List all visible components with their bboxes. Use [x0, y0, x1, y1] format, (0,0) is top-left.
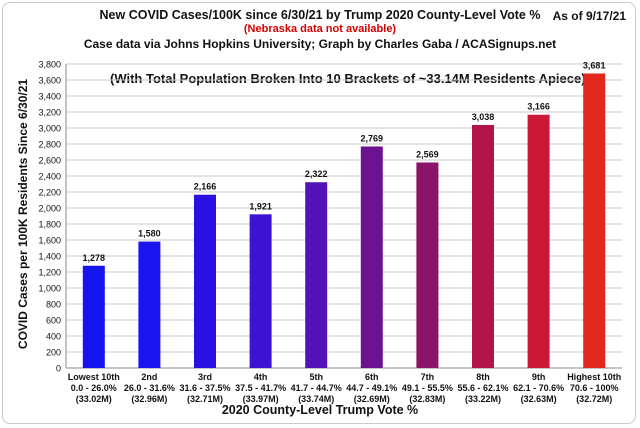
y-tick-label: 2,600 [38, 156, 61, 166]
bar [194, 194, 216, 368]
y-tick-label: 2,400 [38, 172, 61, 182]
chart-subtitle: (With Total Population Broken Into 10 Br… [110, 71, 586, 86]
bar [527, 114, 550, 368]
y-tick-label: 600 [46, 316, 61, 326]
y-tick-label: 1,600 [38, 236, 61, 246]
x-tick-population-label: (33.97M) [243, 394, 279, 404]
x-tick-label: 9th [532, 372, 546, 382]
y-tick-label: 3,400 [38, 92, 61, 102]
chart-title: New COVID Cases/100K since 6/30/21 by Tr… [99, 8, 541, 22]
x-tick-population-label: (32.96M) [131, 394, 167, 404]
x-tick-range-label: 49.1 - 55.5% [402, 383, 453, 393]
x-tick-population-label: (33.74M) [298, 394, 334, 404]
bar-value-label: 2,322 [305, 169, 328, 179]
x-tick-label: 5th [309, 372, 323, 382]
bar [583, 73, 606, 369]
y-tick-label: 2,800 [38, 140, 61, 150]
x-tick-range-label: 55.6 - 62.1% [457, 383, 508, 393]
chart-note: (Nebraska data not available) [243, 23, 397, 35]
x-tick-population-label: (32.63M) [521, 394, 557, 404]
x-axis-label: 2020 County-Level Trump Vote % [221, 403, 419, 417]
y-tick-label: 0 [56, 364, 61, 374]
x-tick-population-label: (32.83M) [409, 394, 445, 404]
x-tick-range-label: 31.6 - 37.5% [179, 383, 230, 393]
x-tick-range-label: 70.6 - 100% [570, 383, 619, 393]
bar-value-label: 1,278 [83, 253, 106, 263]
y-tick-label: 2,200 [38, 188, 61, 198]
x-tick-population-label: (32.69M) [354, 394, 390, 404]
y-tick-label: 2,000 [38, 204, 61, 214]
x-tick-label: 4th [254, 372, 268, 382]
bar-value-label: 2,769 [361, 133, 384, 143]
bar [360, 146, 383, 368]
bar-value-label: 1,921 [249, 201, 272, 211]
y-tick-label: 1,200 [38, 268, 61, 278]
x-tick-label: 3rd [198, 372, 212, 382]
bar [305, 182, 328, 368]
y-tick-label: 400 [46, 332, 61, 342]
x-tick-label: 7th [421, 372, 435, 382]
y-tick-label: 3,000 [38, 124, 61, 134]
y-tick-label: 1,000 [38, 284, 61, 294]
bar [82, 265, 105, 368]
x-tick-population-label: (33.22M) [465, 394, 501, 404]
y-tick-label: 3,800 [38, 60, 61, 70]
x-tick-range-label: 62.1 - 70.6% [513, 383, 564, 393]
y-tick-label: 3,200 [38, 108, 61, 118]
bar-value-label: 3,038 [472, 112, 495, 122]
x-tick-population-label: (33.02M) [76, 394, 112, 404]
x-tick-range-label: 0.0 - 26.0% [71, 383, 117, 393]
x-tick-range-label: 37.5 - 41.7% [235, 383, 286, 393]
x-tick-population-label: (32.71M) [187, 394, 223, 404]
bar-value-label: 3,166 [527, 102, 550, 112]
bar [416, 162, 439, 368]
bar-value-label: 1,580 [138, 229, 161, 239]
y-tick-label: 1,400 [38, 252, 61, 262]
chart-credit: Case data via Johns Hopkins University; … [83, 37, 557, 51]
y-tick-label: 200 [46, 348, 61, 358]
bar-value-label: 2,569 [416, 149, 439, 159]
bar-value-label: 3,681 [583, 61, 606, 71]
x-tick-population-label: (32.72M) [576, 394, 612, 404]
x-tick-range-label: 44.7 - 49.1% [346, 383, 397, 393]
x-tick-label: 8th [476, 372, 490, 382]
x-tick-label: 6th [365, 372, 379, 382]
x-tick-label: Lowest 10th [68, 372, 120, 382]
x-tick-label: 2nd [141, 372, 157, 382]
x-tick-label: Highest 10th [567, 372, 621, 382]
bar [472, 124, 494, 369]
x-tick-range-label: 41.7 - 44.7% [291, 383, 342, 393]
x-tick-range-label: 26.0 - 31.6% [124, 383, 175, 393]
bar [249, 214, 272, 368]
y-tick-label: 800 [46, 300, 61, 310]
y-tick-label: 3,600 [38, 76, 61, 86]
y-tick-label: 1,800 [38, 220, 61, 230]
bar-value-label: 2,166 [194, 182, 217, 192]
as-of-date: As of 9/17/21 [552, 9, 626, 23]
bar [138, 241, 161, 368]
